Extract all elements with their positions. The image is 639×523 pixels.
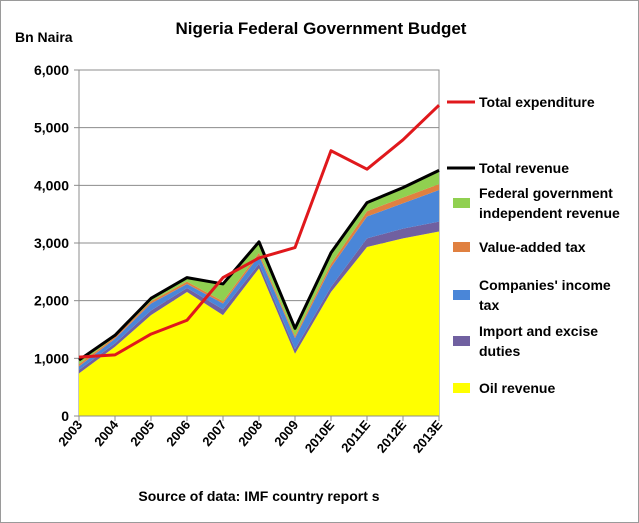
legend-swatch-value-added-tax (453, 242, 470, 252)
x-tick-label: 2013E (410, 417, 446, 456)
legend-label-companies-income-tax: Companies' income (479, 277, 611, 293)
y-tick-label: 6,000 (34, 62, 69, 78)
y-tick-label: 0 (61, 408, 69, 424)
legend-label-oil-revenue: Oil revenue (479, 380, 555, 396)
y-axis-label: Bn Naira (15, 29, 73, 45)
legend-swatch-import-and-excise-duties (453, 336, 470, 346)
line-total-expenditure (78, 104, 441, 359)
legend-label-federal-government-independent-revenue: Federal government (479, 185, 613, 201)
line-total-revenue (78, 168, 440, 362)
x-tick-label: 2007 (199, 417, 229, 449)
legend-label-total-revenue: Total revenue (479, 160, 569, 176)
x-tick-label: 2004 (91, 417, 122, 449)
x-tick-label: 2009 (271, 417, 301, 449)
y-tick-label: 1,000 (34, 350, 69, 366)
y-tick-label: 3,000 (34, 235, 69, 251)
area-import-and-excise-duties (79, 221, 439, 374)
legend-label-total-expenditure: Total expenditure (479, 94, 595, 110)
chart-title: Nigeria Federal Government Budget (176, 19, 467, 38)
legend-label-companies-income-tax: tax (479, 297, 499, 313)
x-tick-label: 2003 (55, 417, 85, 449)
y-tick-label: 5,000 (34, 120, 69, 136)
x-tick-label: 2012E (374, 417, 410, 456)
x-tick-label: 2011E (338, 417, 373, 455)
legend-swatch-oil-revenue (453, 383, 470, 393)
legend-swatch-companies-income-tax (453, 290, 470, 300)
area-federal-government-independent-revenue (79, 170, 439, 365)
legend-label-import-and-excise-duties: duties (479, 343, 520, 359)
legend-label-import-and-excise-duties: Import and excise (479, 323, 598, 339)
y-tick-label: 4,000 (34, 177, 69, 193)
legend: Total expenditure Total revenue Federal go… (447, 94, 620, 396)
area-value-added-tax (79, 184, 439, 367)
source-note: Source of data: IMF country report s (138, 488, 379, 504)
area-oil-revenue (79, 231, 439, 416)
y-tick-label: 2,000 (34, 293, 69, 309)
x-tick-label: 2005 (127, 417, 157, 449)
area-companies-income-tax (79, 189, 439, 370)
legend-label-federal-government-independent-revenue: independent revenue (479, 205, 620, 221)
x-tick-label: 2008 (235, 417, 265, 449)
x-tick-label: 2010E (302, 417, 338, 456)
legend-label-value-added-tax: Value-added tax (479, 239, 586, 255)
x-tick-label: 2006 (163, 417, 193, 449)
legend-swatch-federal-government-independent-revenue (453, 198, 470, 208)
